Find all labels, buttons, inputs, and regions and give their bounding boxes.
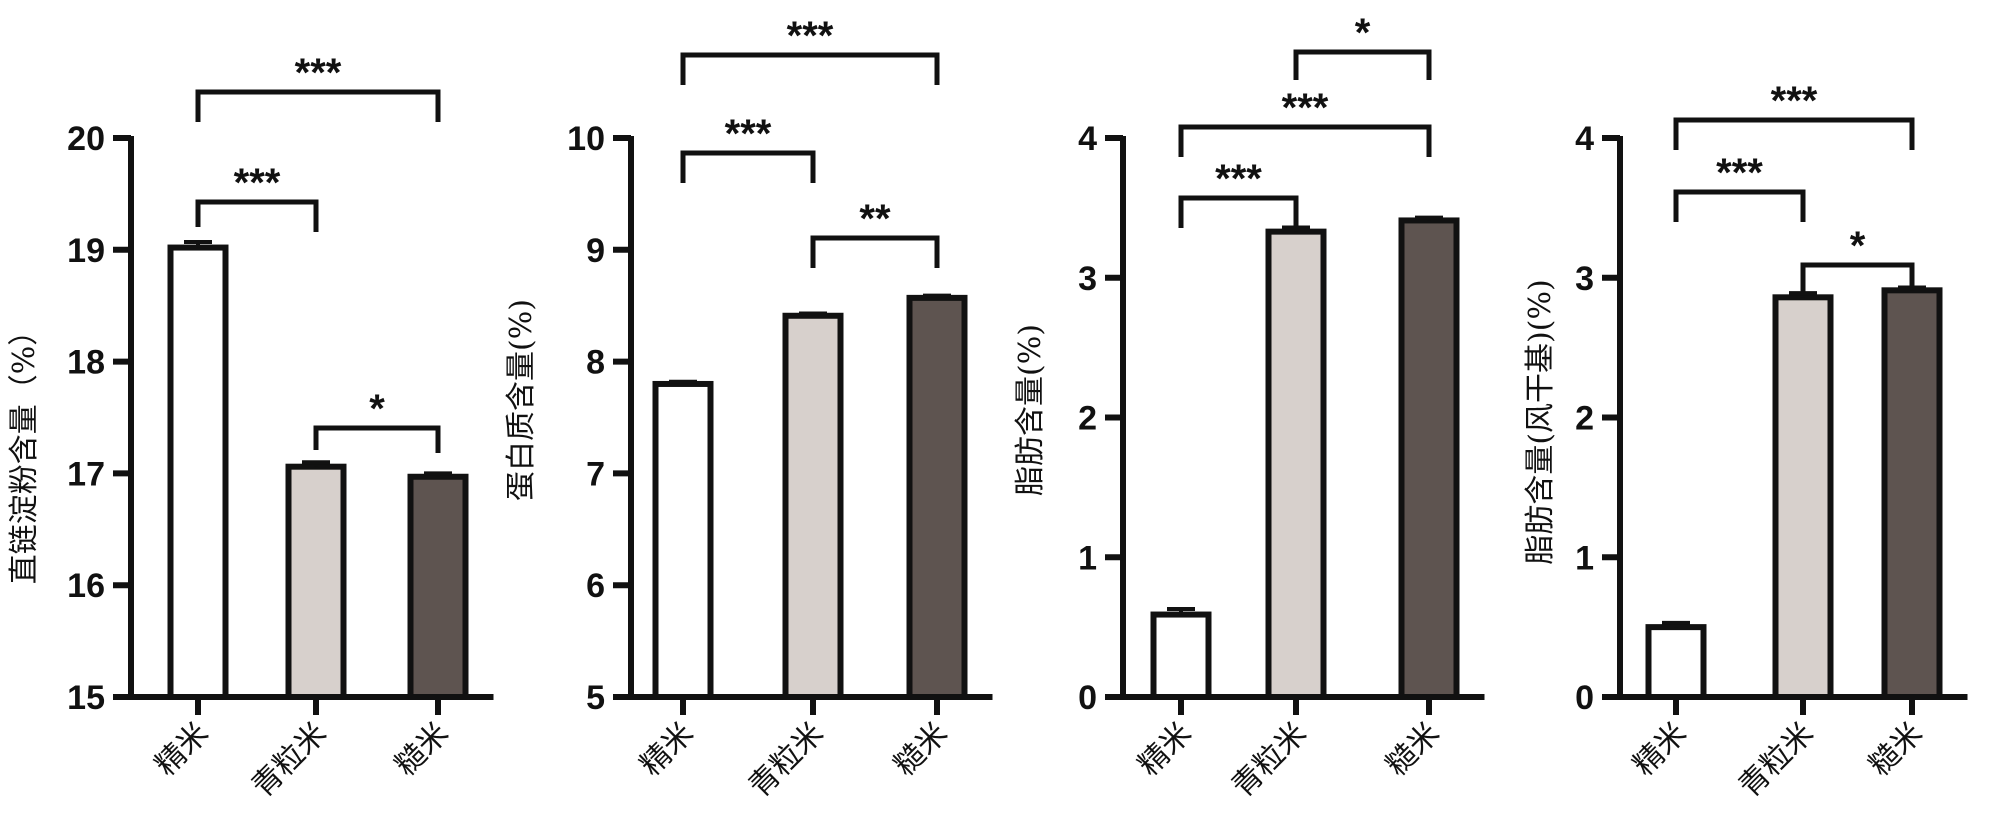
y-tick-label: 8 xyxy=(586,344,605,382)
significance-bracket xyxy=(680,150,816,183)
x-category-label: 糙米 xyxy=(388,716,455,783)
significance-bracket xyxy=(1673,189,1806,222)
bar-3 xyxy=(1881,287,1943,700)
significance-bracket xyxy=(195,199,319,232)
significance-label: * xyxy=(1355,11,1371,55)
significance-bracket xyxy=(313,425,441,453)
y-tick-label: 1 xyxy=(1575,539,1594,577)
x-category-label: 青粒米 xyxy=(245,716,333,804)
y-tick-label: 2 xyxy=(1078,400,1097,438)
y-tick-label: 4 xyxy=(1575,120,1594,158)
y-axis-title: 直链淀粉含量（%） xyxy=(7,316,42,585)
significance-bracket xyxy=(1178,124,1432,157)
y-tick-label: 0 xyxy=(1078,679,1097,717)
y-axis-title: 脂肪含量(风干基)(%) xyxy=(1523,279,1558,564)
x-category-label: 青粒米 xyxy=(1225,716,1313,804)
x-category-label: 精米 xyxy=(1131,716,1198,783)
y-tick-label: 16 xyxy=(67,567,105,605)
y-tick-label: 0 xyxy=(1575,679,1594,717)
y-tick-label: 6 xyxy=(586,567,605,605)
bar-3 xyxy=(906,294,968,700)
bar-2 xyxy=(1265,228,1327,700)
significance-bracket xyxy=(1800,262,1915,293)
significance-label: ** xyxy=(859,197,891,241)
y-tick-label: 20 xyxy=(67,120,105,158)
significance-label: *** xyxy=(295,51,342,95)
x-category-label: 糙米 xyxy=(887,716,954,783)
y-axis-title: 蛋白质含量(%) xyxy=(504,299,539,501)
y-tick-label: 17 xyxy=(67,455,105,493)
x-category-label: 青粒米 xyxy=(742,716,830,804)
significance-label: *** xyxy=(725,112,772,156)
y-tick-label: 18 xyxy=(67,344,105,382)
bar-1 xyxy=(1150,611,1212,700)
bar-1 xyxy=(1645,624,1707,700)
x-category-label: 糙米 xyxy=(1862,716,1929,783)
bar-2 xyxy=(285,463,347,700)
x-category-label: 精米 xyxy=(148,716,215,783)
x-category-label: 精米 xyxy=(1626,716,1693,783)
x-category-label: 糙米 xyxy=(1379,716,1446,783)
bar-3 xyxy=(407,473,469,700)
y-tick-label: 7 xyxy=(586,455,605,493)
significance-label: *** xyxy=(1215,157,1262,201)
y-tick-label: 10 xyxy=(567,120,605,158)
y-tick-label: 4 xyxy=(1078,120,1097,158)
bar-3 xyxy=(1398,217,1460,700)
y-tick-label: 3 xyxy=(1078,260,1097,298)
bar-2 xyxy=(1772,294,1834,700)
significance-bracket xyxy=(1178,195,1299,228)
y-tick-label: 1 xyxy=(1078,539,1097,577)
significance-label: *** xyxy=(1282,86,1329,130)
x-category-label: 精米 xyxy=(633,716,700,783)
y-tick-label: 19 xyxy=(67,232,105,270)
bar-1 xyxy=(167,244,229,700)
significance-label: * xyxy=(369,387,385,431)
significance-bracket xyxy=(1673,117,1915,150)
significance-bracket xyxy=(1293,49,1432,80)
significance-bracket xyxy=(810,235,940,268)
y-tick-label: 5 xyxy=(586,679,605,717)
x-category-label: 青粒米 xyxy=(1732,716,1820,804)
significance-label: *** xyxy=(787,14,834,58)
y-tick-label: 9 xyxy=(586,232,605,270)
bar-1 xyxy=(652,380,714,700)
significance-bracket xyxy=(195,89,441,122)
significance-label: *** xyxy=(1771,79,1818,123)
significance-bracket xyxy=(680,52,940,85)
y-tick-label: 2 xyxy=(1575,400,1594,438)
y-axis-title: 脂肪含量(%) xyxy=(1013,324,1048,496)
significance-label: *** xyxy=(234,161,281,205)
significance-label: *** xyxy=(1716,151,1763,195)
bar-2 xyxy=(782,312,844,700)
y-tick-label: 15 xyxy=(67,679,105,717)
y-tick-label: 3 xyxy=(1575,260,1594,298)
significance-label: * xyxy=(1850,224,1866,268)
